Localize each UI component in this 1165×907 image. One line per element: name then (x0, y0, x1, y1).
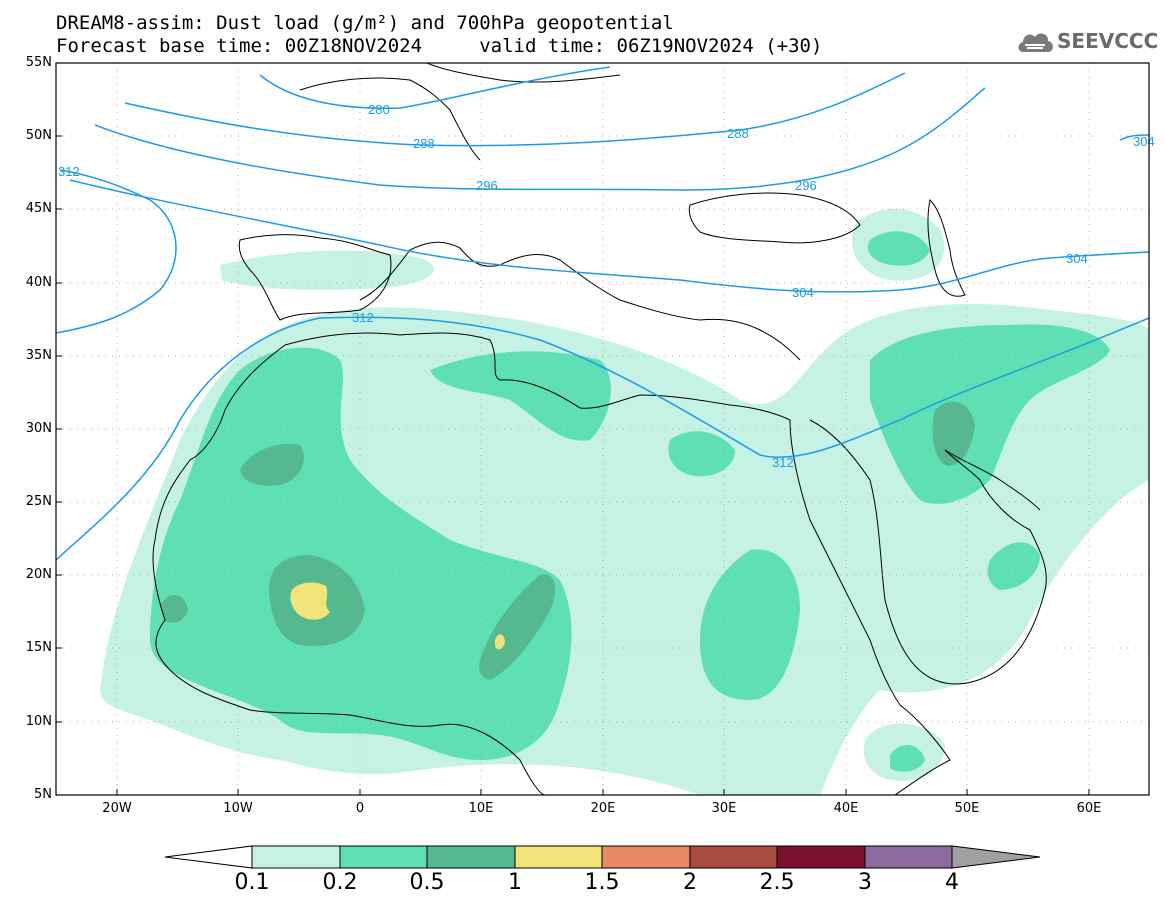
colorbar-label: 2 (683, 870, 697, 895)
lat-label: 45N (25, 201, 52, 216)
cloud-icon (1018, 33, 1053, 52)
contour-label: 280 (368, 102, 390, 117)
contour-label: 288 (413, 136, 435, 151)
dust-region-max-chad (495, 634, 505, 650)
lat-label: 30N (25, 421, 52, 436)
lat-label: 20N (25, 567, 52, 582)
dust-region-dark-chad (479, 574, 556, 680)
colorbar-label: 0.2 (322, 870, 358, 895)
contour-label: 304 (792, 285, 814, 300)
colorbar-label: 1.5 (584, 870, 620, 895)
dust-field (56, 63, 1149, 795)
colorbar-segment (514, 845, 603, 869)
seevccc-logo: SEEVCCC (1015, 26, 1159, 56)
lon-label: 10E (468, 801, 494, 816)
colorbar-label: 4 (945, 870, 959, 895)
dust-region-medium-horn (890, 744, 925, 772)
dust-region-dark-iraq (932, 401, 975, 466)
contour-280 (259, 66, 611, 109)
dust-region-medium-egypt (668, 431, 735, 477)
colorbar-label: 1 (508, 870, 522, 895)
colorbar-segment (339, 845, 428, 869)
contour-304 (69, 179, 1149, 293)
contour-labels: 280 288 288 296 296 304 304 312 312 312 … (58, 102, 1155, 470)
lat-label: 50N (25, 128, 52, 143)
lon-label: 30E (711, 801, 737, 816)
lat-label: 35N (25, 348, 52, 363)
geopotential-contours (56, 66, 1149, 561)
lon-label: 20W (102, 801, 132, 816)
contour-label: 296 (476, 178, 498, 193)
dust-region-medium-sudan (700, 549, 800, 700)
dust-region-dark-morocco (240, 443, 304, 486)
lat-label: 55N (25, 55, 52, 70)
colorbar-segment (864, 845, 953, 869)
lon-label: 50E (954, 801, 980, 816)
contour-label: 312 (352, 310, 374, 325)
colorbar-label: 0.1 (234, 870, 270, 895)
axis-ticks (56, 62, 1090, 795)
colorbar-segment (776, 845, 866, 869)
colorbar-segment (601, 845, 691, 869)
dust-region-medium-caspian (867, 231, 930, 266)
lon-label: 60E (1076, 801, 1102, 816)
dust-region-medium-arabia-east (987, 542, 1040, 590)
colorbar-segment (951, 845, 1041, 869)
dust-region-dark-senegal (160, 594, 188, 623)
colorbar-label: 3 (858, 870, 872, 895)
colorbar-segment (251, 845, 341, 869)
contour-296 (94, 87, 986, 191)
contour-312 (56, 169, 177, 334)
contour-label: 312 (772, 455, 794, 470)
dust-region-light-north (220, 250, 435, 290)
contour-label: 312 (58, 164, 80, 179)
lon-label: 40E (833, 801, 859, 816)
lon-label: 10W (223, 801, 253, 816)
lon-label: 0 (355, 801, 365, 816)
forecast-time-subtitle: Forecast base time: 00Z18NOV2024 valid t… (56, 35, 823, 57)
dust-region-medium-north-africa (430, 351, 611, 441)
colorbar-segment (426, 845, 516, 869)
logo-text: SEEVCCC (1057, 29, 1159, 53)
colorbar-label: 0.5 (409, 870, 445, 895)
dust-region-medium-west (150, 347, 572, 760)
map-title: DREAM8-assim: Dust load (g/m²) and 700hP… (56, 12, 674, 34)
colorbar-segment (164, 845, 253, 869)
contour-312-south (56, 316, 1149, 561)
contour-label: 288 (727, 126, 749, 141)
contour-label: 304 (1066, 251, 1088, 266)
dust-region-max-mali (290, 582, 330, 620)
coastlines (152, 63, 1047, 795)
contour-label: 304 (1133, 134, 1155, 149)
lat-label: 5N (34, 787, 52, 802)
contour-288 (124, 72, 906, 147)
lat-label: 10N (25, 714, 52, 729)
lat-label: 40N (25, 275, 52, 290)
colorbar-label: 2.5 (759, 870, 795, 895)
contour-label: 296 (795, 178, 817, 193)
dust-region-medium-mideast (870, 324, 1110, 504)
lat-label: 15N (25, 640, 52, 655)
graticule (56, 63, 1149, 795)
lon-label: 20E (590, 801, 616, 816)
lat-label: 25N (25, 494, 52, 509)
colorbar-segment (689, 845, 778, 869)
colorbar (164, 845, 1041, 869)
